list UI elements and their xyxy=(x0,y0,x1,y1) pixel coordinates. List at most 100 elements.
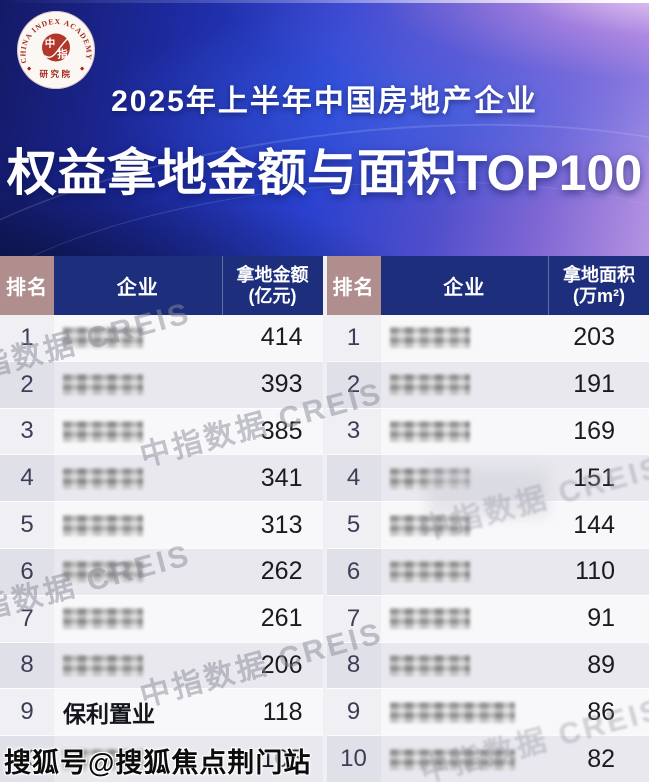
area-header-line1: 拿地面积 xyxy=(563,264,635,285)
rank-cell: 8 xyxy=(0,642,54,689)
table-row: 1 414 xyxy=(0,315,323,361)
banner-title: 权益拿地金额与面积TOP100 xyxy=(6,145,643,201)
censored-company-name xyxy=(63,374,143,396)
table-row: 10 105 xyxy=(0,735,323,782)
company-name: 保利置业 xyxy=(63,701,155,728)
table-row: 9 86 xyxy=(326,688,649,736)
rank-header: 排名 xyxy=(0,256,54,315)
amount-cell: 118 xyxy=(262,697,303,726)
souhu-bottom-watermark: 搜狐号@搜狐焦点荆门站 xyxy=(4,748,312,778)
table-row: 5 313 xyxy=(0,501,323,548)
table-row: 4 151 xyxy=(326,454,649,502)
company-cell xyxy=(381,502,516,548)
rank-cell: 9 xyxy=(326,689,381,736)
area-cell: 203 xyxy=(573,323,615,352)
company-cell xyxy=(381,409,516,455)
area-cell: 110 xyxy=(575,557,615,586)
company-cell xyxy=(381,643,516,689)
area-cell: 82 xyxy=(587,744,615,773)
censored-company-name xyxy=(389,701,515,723)
company-cell xyxy=(381,362,516,408)
area-table-header: 排名 企业 拿地面积 (万m²) xyxy=(326,256,649,315)
amount-cell: 385 xyxy=(260,416,303,445)
table-row: 8 89 xyxy=(326,641,649,689)
rank-cell: 1 xyxy=(326,315,381,361)
rank-cell: 1 xyxy=(0,315,54,361)
area-cell: 89 xyxy=(587,650,615,679)
rank-cell: 6 xyxy=(0,548,54,595)
censored-company-name xyxy=(63,327,143,349)
rank-cell: 9 xyxy=(0,689,54,736)
company-cell xyxy=(54,549,203,595)
rank-cell: 7 xyxy=(0,595,54,642)
table-row: 8 206 xyxy=(0,641,323,689)
logo-diamond-left: ◆ xyxy=(27,66,32,72)
table-row: 9 保利置业 118 xyxy=(0,688,323,736)
area-header: 拿地面积 (万m²) xyxy=(549,256,649,315)
banner-subtitle: 2025年上半年中国房地产企业 xyxy=(111,85,538,118)
censored-company-name xyxy=(63,514,143,536)
area-cell: 86 xyxy=(587,697,615,726)
censored-company-name xyxy=(389,374,470,396)
table-row: 2 393 xyxy=(0,360,323,408)
rank-cell: 3 xyxy=(0,408,54,455)
area-header-line2: (万m²) xyxy=(573,285,625,306)
company-cell xyxy=(54,596,203,642)
rank-cell: 7 xyxy=(326,595,381,642)
company-cell xyxy=(381,736,515,782)
censored-company-name xyxy=(389,467,470,489)
logo-academy-text: 研究院 xyxy=(39,69,72,79)
area-cell: 169 xyxy=(573,416,615,445)
company-cell xyxy=(381,689,515,735)
company-cell xyxy=(54,736,203,782)
censored-company-name xyxy=(389,327,470,349)
company-cell xyxy=(381,315,516,361)
company-cell xyxy=(381,455,516,501)
logo-char-zhong: 中 xyxy=(45,37,56,50)
table-row: 2 191 xyxy=(326,360,649,408)
banner: CHINA INDEX ACADEMY ◆ ◆ 中 指 研究院 2025年上半年… xyxy=(0,0,649,256)
amount-cell: 341 xyxy=(260,463,303,492)
rank-header: 排名 xyxy=(326,256,381,315)
china-index-academy-logo-icon: CHINA INDEX ACADEMY ◆ ◆ 中 指 研究院 xyxy=(17,11,95,89)
table-row: 1 203 xyxy=(326,315,649,361)
amount-cell: 313 xyxy=(260,510,303,539)
company-cell: 保利置业 xyxy=(54,689,203,735)
censored-company-name xyxy=(63,561,143,583)
censored-company-name xyxy=(63,420,143,442)
company-cell xyxy=(54,362,203,408)
censored-company-name xyxy=(389,608,470,630)
company-header: 企业 xyxy=(54,256,223,315)
logo-inner-circle xyxy=(42,33,70,62)
censored-company-name xyxy=(389,561,470,583)
rank-cell: 10 xyxy=(0,736,54,782)
rank-cell: 4 xyxy=(326,455,381,502)
table-row: 4 341 xyxy=(0,454,323,502)
censored-company-name xyxy=(63,748,143,770)
rank-cell: 5 xyxy=(326,502,381,548)
table-row: 6 110 xyxy=(326,547,649,595)
company-cell xyxy=(54,502,203,548)
rank-cell: 6 xyxy=(326,548,381,595)
rank-cell: 2 xyxy=(0,361,54,408)
amount-cell: 261 xyxy=(260,604,303,633)
area-cell: 151 xyxy=(573,463,615,492)
area-table-body: 1 203 2 191 3 169 4 151 xyxy=(326,315,649,782)
table-row: 6 262 xyxy=(0,547,323,595)
company-cell xyxy=(381,596,516,642)
logo-char-zhi: 指 xyxy=(57,48,68,61)
amount-cell: 414 xyxy=(260,323,303,352)
table-row: 7 91 xyxy=(326,594,649,642)
censored-company-name xyxy=(63,654,143,676)
rank-cell: 10 xyxy=(326,736,381,782)
amount-table-header: 排名 企业 拿地金额 (亿元) xyxy=(0,256,323,315)
amount-cell: 105 xyxy=(260,744,303,773)
rank-cell: 5 xyxy=(0,502,54,548)
company-cell xyxy=(54,643,203,689)
rank-cell: 4 xyxy=(0,455,54,502)
amount-table-body: 1 414 2 393 3 385 4 341 xyxy=(0,315,323,782)
logo-diamond-right: ◆ xyxy=(80,66,85,72)
table-row: 5 144 xyxy=(326,501,649,548)
amount-cell: 393 xyxy=(260,370,303,399)
